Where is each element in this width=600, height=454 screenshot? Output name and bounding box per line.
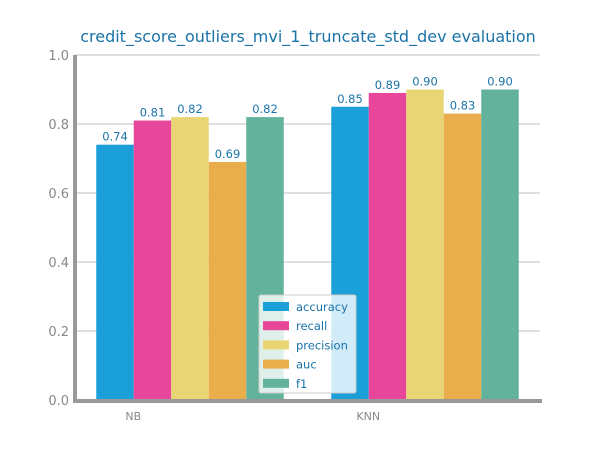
chart-title: credit_score_outliers_mvi_1_truncate_std… (80, 27, 536, 47)
x-tick-label: KNN (356, 410, 380, 423)
bar-auc-nb (208, 161, 247, 400)
y-tick-label: 0.4 (48, 256, 69, 271)
data-label: 0.85 (337, 92, 363, 106)
axes: 0.0 0.2 0.4 0.6 0.8 1.0 NB KNN (48, 49, 542, 423)
data-labels: 0.74 0.81 0.82 0.69 0.82 0.85 0.89 0.90 0.83 0.90 (102, 75, 513, 161)
y-tick-label: 0.6 (48, 187, 69, 202)
bar-f1-knn (481, 89, 519, 400)
legend-swatch-f1 (263, 378, 289, 388)
bar-recall-knn (368, 92, 407, 400)
data-label: 0.89 (375, 78, 401, 92)
legend-label: recall (296, 319, 327, 333)
legend-swatch-auc (263, 359, 289, 369)
y-tick-label: 1.0 (48, 49, 69, 64)
y-tick-label: 0.0 (48, 394, 69, 409)
legend-label: precision (296, 338, 348, 352)
legend-label: accuracy (296, 300, 348, 314)
bar-auc-knn (443, 113, 482, 401)
legend-swatch-precision (263, 340, 289, 350)
data-label: 0.90 (412, 75, 438, 89)
data-label: 0.82 (252, 102, 278, 116)
bar-precision-nb (171, 117, 209, 400)
data-label: 0.69 (215, 147, 241, 161)
data-label: 0.81 (140, 106, 166, 120)
data-label: 0.74 (102, 130, 128, 144)
y-tick-label: 0.2 (48, 325, 69, 340)
legend: accuracy recall precision auc f1 (258, 294, 357, 394)
bar-precision-knn (406, 89, 444, 400)
legend-swatch-accuracy (263, 302, 289, 311)
y-tick-label: 0.8 (48, 118, 69, 133)
data-label: 0.90 (487, 75, 513, 89)
bars (96, 89, 519, 401)
x-tick-label: NB (125, 410, 141, 423)
legend-label: f1 (296, 377, 307, 391)
legend-swatch-recall (263, 321, 289, 331)
bar-recall-nb (133, 120, 172, 401)
bar-accuracy-nb (96, 144, 134, 400)
data-label: 0.82 (177, 102, 203, 116)
data-label: 0.83 (450, 99, 476, 113)
legend-label: auc (296, 358, 317, 372)
